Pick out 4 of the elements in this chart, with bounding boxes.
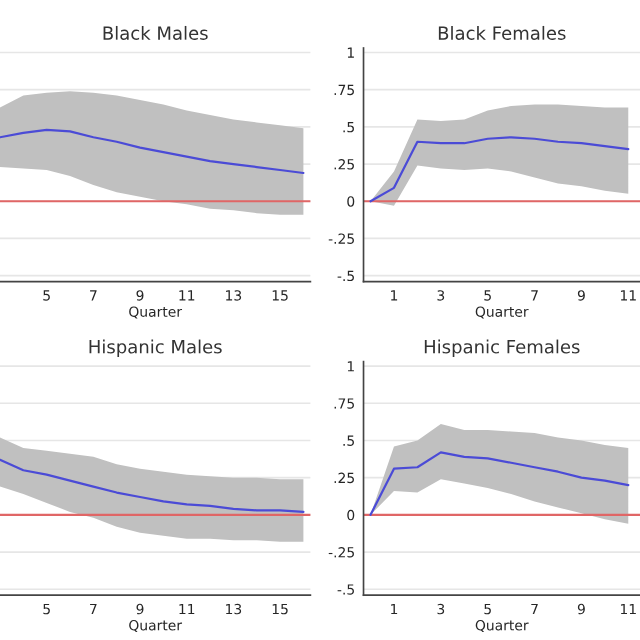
chart-title: Black Males xyxy=(103,25,208,40)
chart-title: Hispanic Females xyxy=(424,339,580,358)
chart-title: Black Females xyxy=(438,25,566,40)
chart-title: Hispanic Males xyxy=(89,339,222,358)
